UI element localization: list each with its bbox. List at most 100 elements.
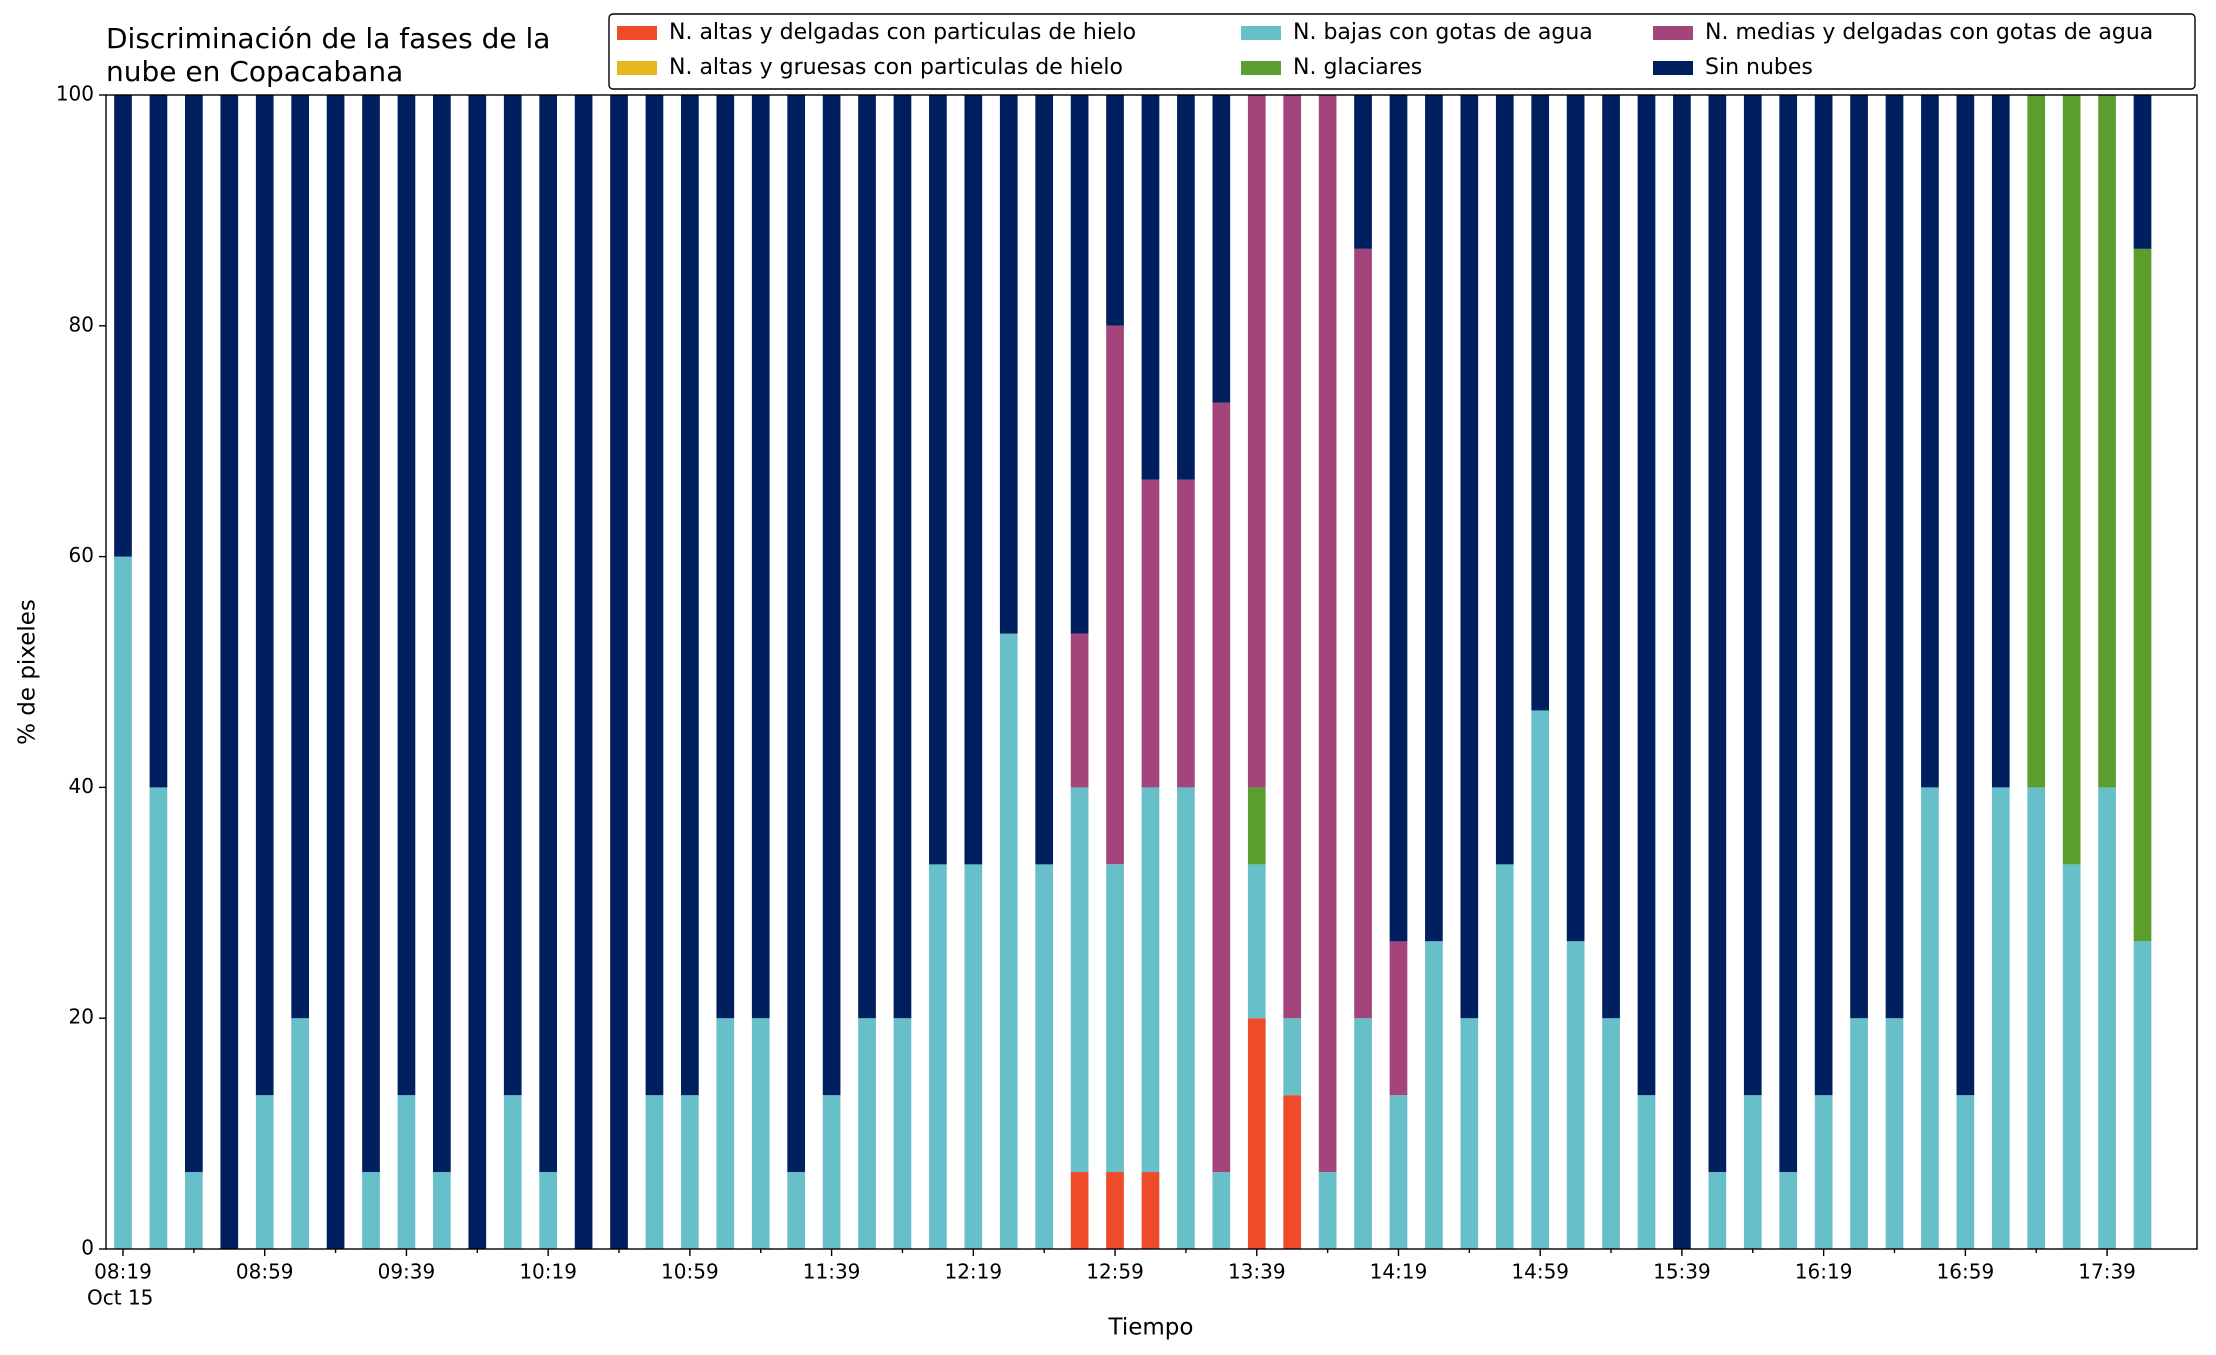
bar-segment: [1354, 95, 1372, 249]
bar-segment: [1070, 1172, 1089, 1249]
y-axis-label: % de pixeles: [15, 599, 41, 745]
legend-label: N. bajas con gotas de agua: [1293, 20, 1593, 45]
bar-segment: [1141, 1172, 1160, 1249]
bar-segment: [1106, 94, 1124, 326]
x-tick-label: 15:39: [1653, 1260, 1711, 1284]
bar-segment: [2133, 941, 2152, 1249]
legend-label: N. altas y delgadas con particulas de hi…: [669, 20, 1136, 45]
legend-swatch: [617, 61, 657, 75]
legend-swatch: [617, 26, 657, 40]
bar-segment: [503, 1095, 522, 1249]
bar-segment: [716, 1018, 735, 1249]
bar-segment: [1106, 325, 1124, 865]
bar-segment: [858, 95, 876, 1019]
bar-segment: [645, 95, 664, 1096]
bar-segment: [1035, 864, 1054, 1249]
bar-segment: [291, 1018, 309, 1249]
bar-segment: [716, 95, 735, 1019]
bar-segment: [929, 95, 947, 865]
legend-swatch: [1241, 26, 1281, 40]
bar-segment: [1708, 95, 1727, 1173]
bar-segment: [1885, 1018, 1904, 1249]
bar-segment: [964, 864, 983, 1249]
bar-segment: [1035, 95, 1054, 865]
y-tick-label: 20: [69, 1005, 94, 1029]
bar-segment: [1389, 95, 1408, 942]
x-tick-label: 08:19: [94, 1260, 152, 1284]
x-date-label: Oct 15: [87, 1286, 153, 1310]
x-axis-label: Tiempo: [1108, 1315, 1194, 1341]
bar-segment: [893, 95, 912, 1019]
y-tick-label: 80: [69, 312, 94, 336]
bar-segment: [893, 1018, 912, 1249]
bar-segment: [1779, 1172, 1798, 1249]
bar-segment: [1425, 95, 1443, 942]
bar-segment: [1247, 95, 1266, 788]
legend-label: N. altas y gruesas con particulas de hie…: [669, 55, 1123, 80]
bar-segment: [185, 95, 203, 1173]
bar-segment: [822, 95, 841, 1096]
bar-segment: [822, 1095, 841, 1249]
bar-segment: [2098, 787, 2116, 1249]
x-tick-label: 17:39: [2078, 1260, 2136, 1284]
bar-segment: [1070, 95, 1089, 634]
y-tick-label: 0: [81, 1236, 94, 1260]
x-tick-label: 16:59: [1937, 1260, 1995, 1284]
legend-swatch: [1653, 26, 1693, 40]
bar-segment: [1495, 95, 1514, 865]
bar-segment: [326, 95, 345, 1249]
bar-segment: [539, 1172, 558, 1249]
bar-segment: [610, 95, 628, 1249]
y-tick-label: 60: [69, 543, 94, 567]
bar-segment: [1850, 95, 1868, 1019]
legend-label: N. medias y delgadas con gotas de agua: [1705, 20, 2153, 45]
legend-box: [608, 13, 2196, 90]
bar-segment: [2062, 95, 2081, 865]
x-tick-label: 08:59: [236, 1260, 294, 1284]
bar-segment: [149, 787, 168, 1249]
bar-segment: [1743, 95, 1762, 1096]
bar-segment: [858, 1018, 876, 1249]
bar-segment: [1318, 95, 1337, 1173]
bar-segment: [1177, 479, 1195, 788]
bar-segment: [1177, 787, 1195, 1249]
y-tick-label: 40: [69, 774, 94, 798]
bar-segment: [185, 1172, 203, 1249]
bar-segment: [1141, 787, 1160, 1173]
bar-segment: [1531, 95, 1550, 711]
bar-segment: [1247, 864, 1266, 1019]
bar-segment: [1991, 787, 2010, 1249]
bar-segment: [1354, 1018, 1372, 1249]
x-tick-label: 10:59: [661, 1260, 719, 1284]
x-tick-label: 13:39: [1228, 1260, 1286, 1284]
bar-segment: [1389, 941, 1408, 1096]
bar-segment: [1885, 95, 1904, 1019]
bar-segment: [1318, 1172, 1337, 1249]
x-tick-label: 11:39: [803, 1260, 861, 1284]
bar-segment: [964, 95, 983, 865]
y-tick-label: 100: [56, 82, 94, 106]
bar-segment: [1460, 1018, 1479, 1249]
bar-segment: [1956, 1095, 1975, 1249]
x-tick-label: 16:19: [1795, 1260, 1853, 1284]
bar-segment: [787, 1172, 806, 1249]
bar-segment: [362, 95, 380, 1173]
bar-segment: [1283, 1095, 1302, 1249]
bar-segment: [1814, 1095, 1833, 1249]
bar-segment: [2133, 248, 2152, 942]
bar-segment: [1921, 95, 1939, 788]
bar-segment: [1247, 1018, 1266, 1249]
bar-segment: [681, 95, 699, 1096]
bar-segment: [1354, 248, 1372, 1019]
bar-segment: [255, 95, 274, 1096]
plot-frame: [105, 94, 2198, 1250]
bar-segment: [645, 1095, 664, 1249]
bar-segment: [362, 1172, 380, 1249]
bar-segment: [574, 95, 593, 1249]
bar-segment: [220, 95, 239, 1249]
bar-segment: [433, 95, 451, 1173]
x-tick-label: 09:39: [378, 1260, 436, 1284]
bar-segment: [1141, 479, 1160, 788]
bar-segment: [397, 95, 416, 1096]
